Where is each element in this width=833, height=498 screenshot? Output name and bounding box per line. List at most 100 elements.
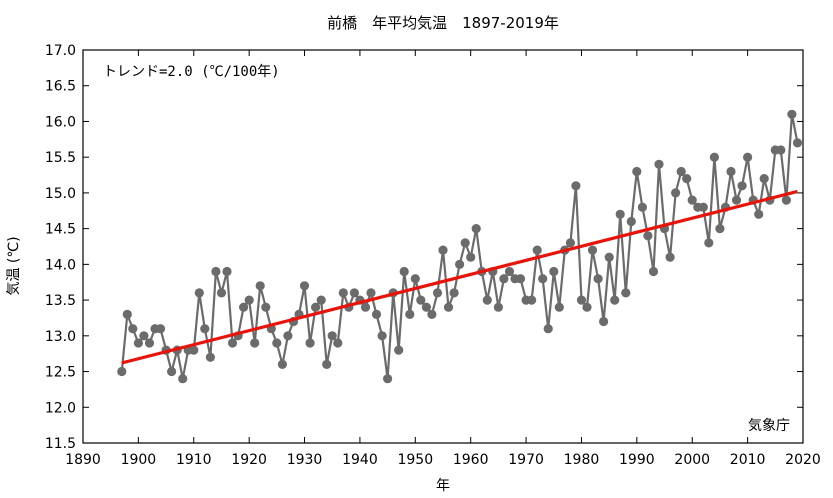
temperature-point bbox=[532, 245, 542, 255]
temperature-point bbox=[394, 345, 404, 355]
y-tick-label: 12.5 bbox=[45, 365, 76, 381]
temperature-point bbox=[427, 309, 437, 319]
temperature-point bbox=[311, 302, 321, 312]
temperature-point bbox=[383, 374, 393, 384]
temperature-point bbox=[781, 195, 792, 205]
y-tick-label: 15.0 bbox=[45, 186, 76, 202]
temperature-point bbox=[377, 331, 387, 341]
temperature-point bbox=[410, 274, 420, 284]
temperature-point bbox=[299, 281, 310, 291]
temperature-point bbox=[133, 338, 143, 348]
temperature-point bbox=[305, 338, 315, 348]
temperature-point bbox=[200, 324, 210, 334]
temperature-point bbox=[715, 224, 725, 234]
x-tick-label: 2010 bbox=[730, 452, 766, 468]
temperature-point bbox=[438, 245, 448, 255]
temperature-point bbox=[604, 252, 614, 262]
temperature-point bbox=[144, 338, 155, 348]
axes-ticks: 1890 1900 1910 1920 1930 1940 1950 1960 1970 1980… bbox=[45, 43, 821, 468]
temperature-point bbox=[554, 302, 564, 312]
y-axis-label: 気温 (℃) bbox=[6, 236, 22, 295]
temperature-point bbox=[405, 309, 415, 319]
y-tick-label: 16.5 bbox=[45, 79, 76, 95]
temperature-point bbox=[726, 166, 736, 177]
temperature-point bbox=[676, 166, 686, 177]
temperature-point bbox=[333, 338, 343, 348]
temperature-point bbox=[443, 302, 454, 312]
temperature-point bbox=[643, 231, 653, 241]
temperature-point bbox=[338, 288, 348, 298]
x-tick-label: 1910 bbox=[176, 452, 212, 468]
temperature-point bbox=[648, 266, 659, 277]
temperature-point bbox=[416, 295, 426, 305]
temperature-point bbox=[255, 281, 265, 291]
temperature-point bbox=[272, 338, 282, 348]
temperature-point bbox=[139, 331, 149, 341]
temperature-point bbox=[250, 338, 260, 348]
y-tick-label: 12.0 bbox=[45, 400, 76, 416]
temperature-point bbox=[571, 181, 581, 191]
temperature-point bbox=[754, 209, 764, 219]
temperature-point bbox=[432, 288, 443, 298]
y-tick-label: 15.5 bbox=[45, 150, 76, 166]
svg-text:気温 (℃): 気温 (℃) bbox=[6, 236, 22, 295]
temperature-point bbox=[621, 288, 631, 298]
temperature-point bbox=[261, 302, 271, 312]
temperature-point bbox=[211, 266, 221, 277]
temperature-point bbox=[671, 188, 681, 198]
temperature-point bbox=[482, 295, 492, 305]
temperature-point bbox=[471, 224, 481, 234]
temperature-point bbox=[515, 274, 526, 284]
temperature-point bbox=[366, 288, 376, 298]
temperature-point bbox=[189, 345, 199, 355]
temperature-point bbox=[466, 252, 476, 262]
temperature-point bbox=[155, 324, 166, 334]
temperature-point bbox=[549, 266, 559, 277]
temperature-point bbox=[349, 288, 359, 298]
temperature-point bbox=[360, 302, 371, 312]
trend-annotation: トレンド=2.0 (℃/100年) bbox=[103, 64, 280, 80]
temperature-point bbox=[582, 302, 592, 312]
temperature-point bbox=[682, 174, 692, 184]
temperature-point bbox=[759, 174, 769, 184]
temperature-point bbox=[222, 266, 232, 277]
temperature-point bbox=[504, 266, 515, 277]
temperature-point bbox=[117, 366, 127, 377]
temperature-point bbox=[493, 302, 503, 312]
temperature-point bbox=[283, 331, 293, 341]
x-tick-label: 1930 bbox=[287, 452, 323, 468]
data-layer bbox=[117, 109, 803, 384]
temperature-point bbox=[632, 166, 642, 177]
temperature-point bbox=[460, 238, 470, 248]
temperature-point bbox=[421, 302, 431, 312]
temperature-point bbox=[599, 316, 609, 327]
x-tick-label: 1990 bbox=[619, 452, 655, 468]
y-tick-label: 17.0 bbox=[45, 43, 76, 59]
temperature-point bbox=[455, 259, 465, 269]
x-tick-label: 1960 bbox=[453, 452, 489, 468]
temperature-point bbox=[576, 295, 587, 305]
temperature-point bbox=[178, 374, 188, 384]
temperature-point bbox=[665, 252, 675, 262]
temperature-point bbox=[593, 274, 603, 284]
temperature-point bbox=[587, 245, 598, 255]
x-tick-label: 2000 bbox=[674, 452, 710, 468]
temperature-point bbox=[626, 216, 636, 227]
temperature-point bbox=[743, 152, 753, 162]
x-tick-label: 1980 bbox=[564, 452, 600, 468]
x-tick-label: 1920 bbox=[231, 452, 267, 468]
y-tick-label: 16.0 bbox=[45, 114, 76, 130]
chart-title: 前橋 年平均気温 1897-2019年 bbox=[327, 14, 559, 32]
temperature-point bbox=[327, 331, 337, 341]
temperature-point bbox=[322, 359, 332, 369]
temperature-point bbox=[538, 274, 548, 284]
x-tick-label: 1950 bbox=[397, 452, 433, 468]
temperature-point bbox=[194, 288, 204, 298]
source-label: 気象庁 bbox=[748, 418, 790, 434]
x-tick-label: 1970 bbox=[508, 452, 544, 468]
temperature-line bbox=[120, 113, 799, 380]
y-tick-label: 13.0 bbox=[45, 329, 76, 345]
temperature-point bbox=[709, 152, 720, 162]
temperature-point bbox=[543, 324, 553, 334]
temperature-point bbox=[698, 202, 708, 212]
